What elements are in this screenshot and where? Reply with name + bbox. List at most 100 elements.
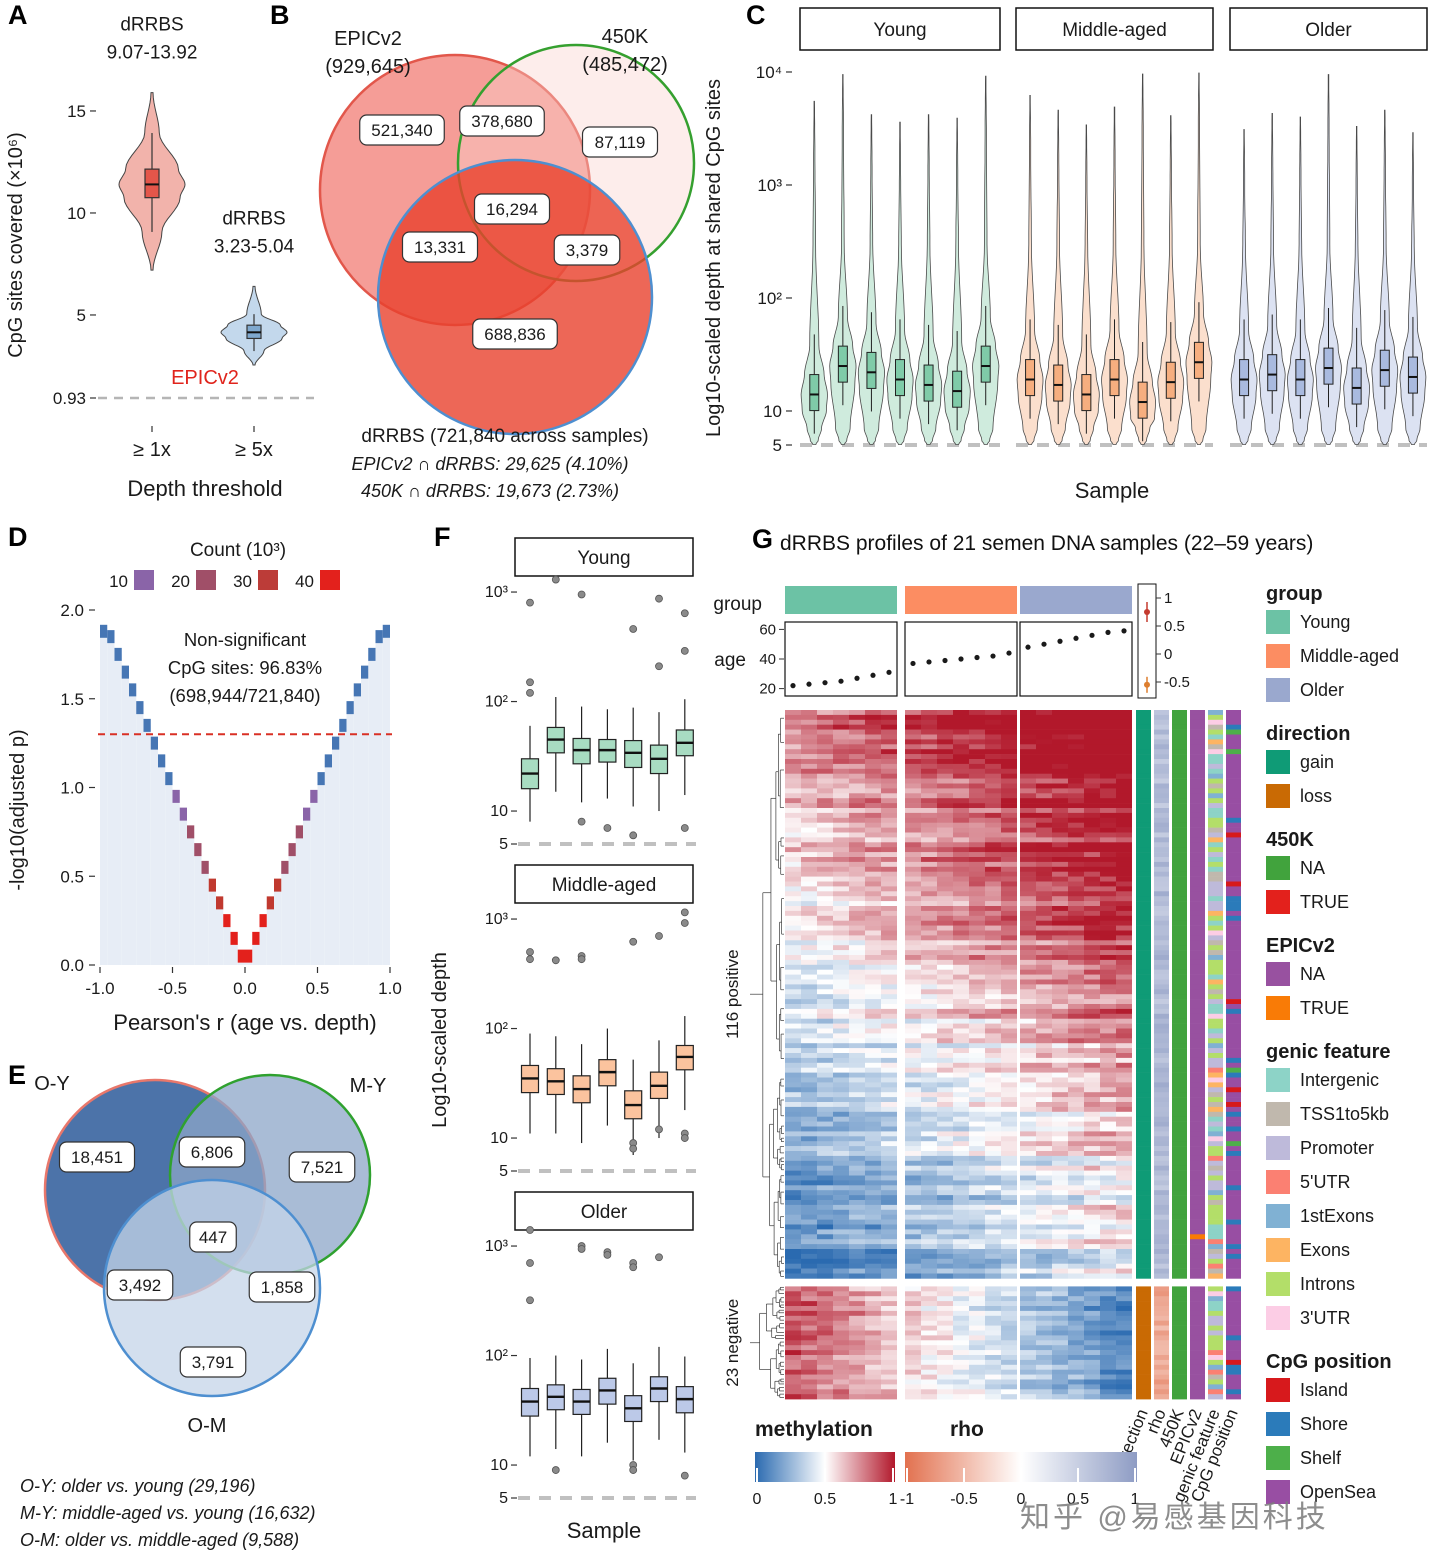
svg-text:Log10-scaled depth at shared C: Log10-scaled depth at shared CpG sites	[703, 79, 725, 437]
svg-text:10³: 10³	[485, 1238, 509, 1255]
svg-text:Middle-aged: Middle-aged	[1062, 20, 1167, 41]
svg-text:0.5: 0.5	[1067, 1491, 1089, 1508]
svg-text:gain: gain	[1300, 752, 1334, 772]
svg-text:521,340: 521,340	[371, 121, 432, 140]
svg-text:CpG position: CpG position	[1266, 1351, 1392, 1373]
svg-text:23 negative: 23 negative	[723, 1299, 742, 1387]
svg-text:O-M: older vs. middle-aged (9,: O-M: older vs. middle-aged (9,588)	[20, 1530, 299, 1550]
svg-text:40: 40	[759, 651, 776, 668]
svg-text:1.5: 1.5	[60, 690, 84, 709]
svg-text:5: 5	[499, 836, 508, 853]
svg-text:10⁴: 10⁴	[756, 63, 782, 82]
svg-text:(929,645): (929,645)	[325, 56, 411, 78]
svg-text:group: group	[713, 594, 762, 615]
svg-text:≥ 5x: ≥ 5x	[235, 439, 273, 461]
svg-text:O-M: O-M	[188, 1415, 227, 1437]
svg-text:0.5: 0.5	[1164, 618, 1185, 635]
svg-text:10: 10	[490, 803, 508, 820]
svg-text:1: 1	[1131, 1491, 1140, 1508]
svg-text:dRRBS (721,840 across samples): dRRBS (721,840 across samples)	[361, 426, 648, 447]
svg-text:Island: Island	[1300, 1380, 1348, 1400]
svg-text:Sample: Sample	[567, 1518, 642, 1543]
svg-text:10: 10	[763, 402, 782, 421]
svg-text:Introns: Introns	[1300, 1274, 1355, 1294]
svg-text:0: 0	[1164, 646, 1172, 663]
svg-text:16,294: 16,294	[486, 200, 538, 219]
svg-text:Older: Older	[1300, 680, 1344, 700]
svg-text:9.07-13.92: 9.07-13.92	[107, 43, 198, 64]
svg-text:Shore: Shore	[1300, 1414, 1348, 1434]
svg-text:0: 0	[1017, 1491, 1026, 1508]
panel-b-letter: B	[270, 0, 290, 30]
svg-text:Young: Young	[577, 548, 630, 569]
panel-f-boxplot-grid: Log10-scaled depth Young 10³ 10² 10 5 Middle-a…	[430, 537, 696, 1543]
svg-text:0.5: 0.5	[306, 979, 330, 998]
svg-text:-log10(adjusted p): -log10(adjusted p)	[7, 729, 29, 890]
svg-text:EPICv2: EPICv2	[171, 367, 239, 389]
svg-text:0.0: 0.0	[60, 956, 84, 975]
svg-text:10: 10	[109, 572, 128, 591]
svg-text:10³: 10³	[485, 584, 509, 601]
svg-text:TRUE: TRUE	[1300, 892, 1349, 912]
svg-text:Older: Older	[1305, 20, 1352, 41]
svg-text:5: 5	[77, 306, 86, 325]
svg-text:30: 30	[233, 572, 252, 591]
svg-text:5: 5	[499, 1163, 508, 1180]
svg-text:5'UTR: 5'UTR	[1300, 1172, 1350, 1192]
svg-text:0.0: 0.0	[233, 979, 257, 998]
svg-text:-1: -1	[900, 1491, 914, 1508]
svg-text:3.23-5.04: 3.23-5.04	[214, 236, 295, 257]
panel-g-letter: G	[752, 524, 774, 554]
svg-text:Pearson's r (age vs. depth): Pearson's r (age vs. depth)	[113, 1010, 376, 1035]
panel-a-letter: A	[8, 0, 28, 30]
svg-text:0.93: 0.93	[53, 389, 86, 408]
svg-text:-0.5: -0.5	[1164, 674, 1190, 691]
svg-text:CpG sites covered (×10⁶): CpG sites covered (×10⁶)	[5, 132, 27, 358]
svg-text:-1.0: -1.0	[85, 979, 114, 998]
svg-text:OpenSea: OpenSea	[1300, 1482, 1377, 1502]
svg-text:378,680: 378,680	[471, 112, 532, 131]
svg-text:Young: Young	[1300, 612, 1350, 632]
svg-text:NA: NA	[1300, 858, 1325, 878]
svg-text:EPICv2: EPICv2	[334, 28, 402, 50]
svg-text:-0.5: -0.5	[950, 1491, 978, 1508]
svg-text:Young: Young	[873, 20, 926, 41]
svg-text:3,379: 3,379	[566, 241, 609, 260]
svg-text:10: 10	[490, 1130, 508, 1147]
svg-text:loss: loss	[1300, 786, 1332, 806]
svg-text:450K: 450K	[1266, 829, 1314, 851]
svg-text:Shelf: Shelf	[1300, 1448, 1342, 1468]
svg-text:Exons: Exons	[1300, 1240, 1350, 1260]
svg-text:7,521: 7,521	[301, 1158, 344, 1177]
svg-text:Non-significant: Non-significant	[184, 629, 306, 650]
svg-text:≥ 1x: ≥ 1x	[133, 439, 171, 461]
svg-text:(485,472): (485,472)	[582, 54, 668, 76]
panel-e-venn-chart: O-Y M-Y O-M 18,451 6,806 7,521 447 3,492 1,858 3,…	[20, 1073, 386, 1550]
svg-text:genic feature: genic feature	[1266, 1041, 1390, 1063]
panel-c-letter: C	[746, 0, 766, 30]
svg-text:TSS1to5kb: TSS1to5kb	[1300, 1104, 1389, 1124]
svg-text:10²: 10²	[485, 1348, 509, 1365]
svg-text:M-Y: middle-aged vs. young (16: M-Y: middle-aged vs. young (16,632)	[20, 1503, 315, 1523]
svg-text:0.5: 0.5	[814, 1491, 836, 1508]
svg-text:447: 447	[199, 1228, 227, 1247]
svg-text:Sample: Sample	[1075, 478, 1150, 503]
svg-text:TRUE: TRUE	[1300, 998, 1349, 1018]
svg-text:688,836: 688,836	[484, 325, 545, 344]
panel-d-letter: D	[8, 522, 28, 552]
svg-text:methylation: methylation	[755, 1418, 873, 1441]
svg-text:10: 10	[490, 1457, 508, 1474]
svg-text:Log10-scaled depth: Log10-scaled depth	[430, 952, 451, 1128]
svg-text:Intergenic: Intergenic	[1300, 1070, 1379, 1090]
svg-text:60: 60	[759, 621, 776, 638]
svg-text:10²: 10²	[485, 694, 509, 711]
panel-a-violin-chart: CpG sites covered (×10⁶) 15 10 5 0.93 EPICv2 d…	[5, 15, 314, 501]
panel-b-venn-chart: EPICv2 (929,645) 450K (485,472) dRRBS (721,8…	[318, 26, 696, 501]
svg-text:10²: 10²	[757, 289, 782, 308]
panel-g-title: dRRBS profiles of 21 semen DNA samples (…	[780, 532, 1314, 555]
svg-text:dRRBS: dRRBS	[120, 15, 183, 36]
svg-text:10²: 10²	[485, 1021, 509, 1038]
svg-text:(698,944/721,840): (698,944/721,840)	[169, 685, 320, 706]
svg-text:5: 5	[499, 1490, 508, 1507]
svg-text:3,492: 3,492	[119, 1276, 162, 1295]
